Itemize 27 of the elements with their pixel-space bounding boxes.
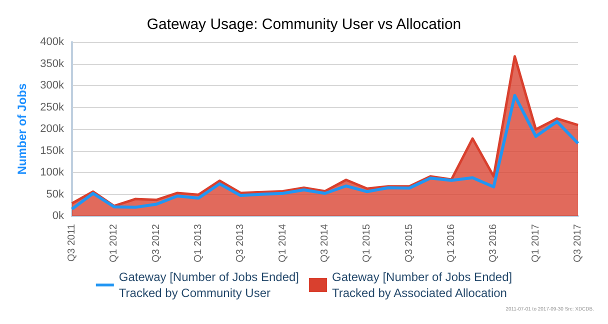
- y-axis-title: Number of Jobs: [15, 83, 29, 175]
- y-tick-label: 250k: [40, 101, 64, 114]
- x-tick-label: Q3 2014: [320, 224, 330, 262]
- legend-label: Gateway [Number of Jobs Ended] Tracked by Associated Allocation: [332, 270, 512, 300]
- x-tick-label: Q3 2016: [488, 224, 500, 262]
- y-tick-label: 50k: [46, 188, 64, 200]
- x-tick-label: Q1 2013: [193, 224, 204, 262]
- y-tick-label: 150k: [40, 144, 64, 157]
- chart-title: Gateway Usage: Community User vs Allocation: [146, 16, 462, 33]
- x-tick-label: Q3 2013: [235, 224, 246, 262]
- y-tick-label: 400k: [40, 36, 64, 48]
- y-tick-label: 350k: [40, 58, 64, 70]
- line-series: [70, 94, 580, 211]
- x-tick-label: Q1 2012: [108, 224, 120, 262]
- y-tick-label: 300k: [40, 80, 64, 92]
- x-tick-label: Q1 2017: [530, 224, 542, 262]
- x-tick-label: Q3 2011: [66, 224, 78, 262]
- x-tick-label: Q1 2015: [362, 224, 373, 262]
- x-tick-label: Q1 2014: [277, 224, 288, 262]
- x-tick-label: Q3 2017: [572, 224, 584, 262]
- x-tick-label: Q3 2015: [404, 224, 415, 262]
- legend-label: Gateway [Number of Jobs Ended] Tracked by Community User: [118, 270, 299, 300]
- x-tick-label: Q1 2016: [446, 224, 457, 262]
- x-tick-label: Q3 2012: [150, 224, 162, 262]
- y-tick-label: 100k: [40, 166, 64, 178]
- y-tick-label: 200k: [40, 123, 64, 135]
- y-tick-label: 0k: [52, 210, 64, 222]
